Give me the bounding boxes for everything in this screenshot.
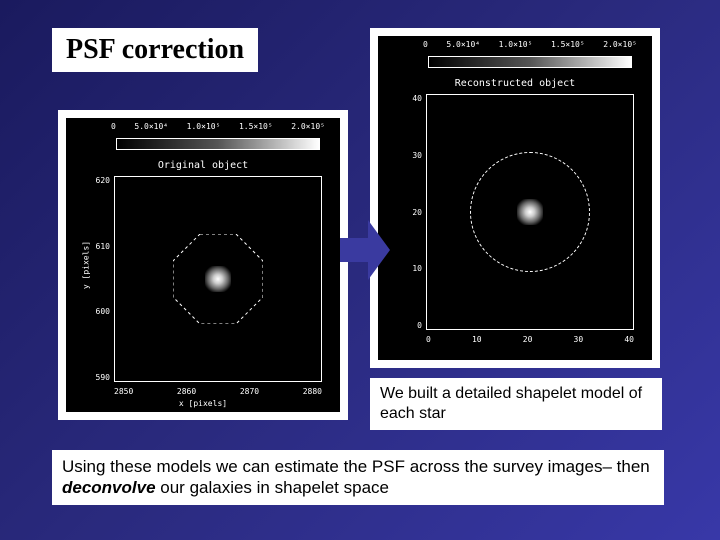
right-axes xyxy=(426,94,634,330)
reconstructed-object-panel: 0 5.0×10⁴ 1.0×10⁵ 1.5×10⁵ 2.0×10⁵ Recons… xyxy=(370,28,660,368)
ytick: 0 xyxy=(386,321,422,330)
xtick: 0 xyxy=(426,335,431,344)
ytick: 620 xyxy=(74,176,110,185)
right-plot-area: 0 5.0×10⁴ 1.0×10⁵ 1.5×10⁵ 2.0×10⁵ Recons… xyxy=(378,36,652,360)
xtick: 2860 xyxy=(177,387,196,396)
left-yticks: 620 610 600 590 xyxy=(74,176,110,382)
ytick: 30 xyxy=(386,151,422,160)
right-colorbar xyxy=(428,56,632,68)
left-xlabel: x [pixels] xyxy=(66,399,340,408)
cb-tick: 1.5×10⁵ xyxy=(551,40,585,49)
right-colorbar-ticks: 0 5.0×10⁴ 1.0×10⁵ 1.5×10⁵ 2.0×10⁵ xyxy=(423,40,637,49)
caption-deconvolve: Using these models we can estimate the P… xyxy=(52,450,664,505)
caption-text-bold: deconvolve xyxy=(62,478,156,497)
ytick: 20 xyxy=(386,208,422,217)
caption-text-pre: Using these models we can estimate the P… xyxy=(62,457,650,476)
cb-tick: 2.0×10⁵ xyxy=(291,122,325,131)
caption-text-post: our galaxies in shapelet space xyxy=(156,478,389,497)
cb-tick: 5.0×10⁴ xyxy=(134,122,168,131)
left-colorbar xyxy=(116,138,320,150)
right-plot-title: Reconstructed object xyxy=(378,78,652,89)
ytick: 600 xyxy=(74,307,110,316)
cb-tick: 1.0×10⁵ xyxy=(187,122,221,131)
psf-core xyxy=(205,266,231,292)
psf-core xyxy=(517,199,543,225)
original-object-panel: 0 5.0×10⁴ 1.0×10⁵ 1.5×10⁵ 2.0×10⁵ Origin… xyxy=(58,110,348,420)
xtick: 2850 xyxy=(114,387,133,396)
xtick: 40 xyxy=(624,335,634,344)
xtick: 30 xyxy=(574,335,584,344)
cb-tick: 1.0×10⁵ xyxy=(499,40,533,49)
cb-tick: 0 xyxy=(111,122,116,131)
xtick: 2880 xyxy=(303,387,322,396)
ytick: 40 xyxy=(386,94,422,103)
ytick: 590 xyxy=(74,373,110,382)
cb-tick: 2.0×10⁵ xyxy=(603,40,637,49)
right-xticks: 0 10 20 30 40 xyxy=(426,335,634,344)
right-yticks: 40 30 20 10 0 xyxy=(386,94,422,330)
left-plot-area: 0 5.0×10⁴ 1.0×10⁵ 1.5×10⁵ 2.0×10⁵ Origin… xyxy=(66,118,340,412)
left-ylabel: y [pixels] xyxy=(82,241,91,289)
arrow-icon xyxy=(340,220,390,280)
xtick: 10 xyxy=(472,335,482,344)
left-xticks: 2850 2860 2870 2880 xyxy=(114,387,322,396)
cb-tick: 0 xyxy=(423,40,428,49)
xtick: 2870 xyxy=(240,387,259,396)
cb-tick: 5.0×10⁴ xyxy=(446,40,480,49)
slide-title: PSF correction xyxy=(52,28,258,72)
cb-tick: 1.5×10⁵ xyxy=(239,122,273,131)
left-plot-title: Original object xyxy=(66,160,340,171)
ytick: 610 xyxy=(74,242,110,251)
left-axes xyxy=(114,176,322,382)
ytick: 10 xyxy=(386,264,422,273)
left-colorbar-ticks: 0 5.0×10⁴ 1.0×10⁵ 1.5×10⁵ 2.0×10⁵ xyxy=(111,122,325,131)
caption-shapelet-model: We built a detailed shapelet model of ea… xyxy=(370,378,662,430)
xtick: 20 xyxy=(523,335,533,344)
